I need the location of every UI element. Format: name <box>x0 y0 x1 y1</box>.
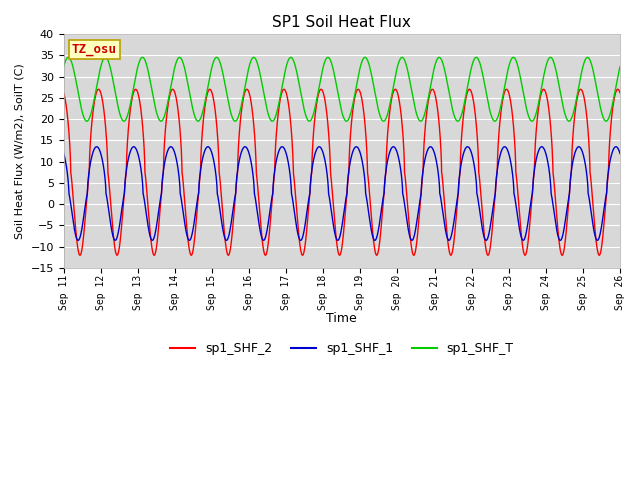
sp1_SHF_2 <box>215 165 223 170</box>
sp1_SHF_1 <box>390 144 397 150</box>
sp1_SHF_1 <box>408 238 416 243</box>
sp1_SHF_T <box>60 64 67 70</box>
sp1_SHF_2 <box>616 90 624 96</box>
sp1_SHF_T <box>616 64 624 70</box>
sp1_SHF_T <box>616 64 624 70</box>
sp1_SHF_T <box>179 60 187 65</box>
sp1_SHF_2 <box>392 86 399 92</box>
sp1_SHF_T <box>406 79 414 84</box>
sp1_SHF_1 <box>396 163 404 169</box>
sp1_SHF_2 <box>406 231 414 237</box>
Line: sp1_SHF_2: sp1_SHF_2 <box>63 89 620 255</box>
sp1_SHF_1 <box>60 151 67 156</box>
Title: SP1 Soil Heat Flux: SP1 Soil Heat Flux <box>273 15 412 30</box>
sp1_SHF_2 <box>60 90 67 96</box>
sp1_SHF_2 <box>410 252 418 258</box>
Y-axis label: Soil Heat Flux (W/m2), SoilT (C): Soil Heat Flux (W/m2), SoilT (C) <box>15 63 25 239</box>
Legend: sp1_SHF_2, sp1_SHF_1, sp1_SHF_T: sp1_SHF_2, sp1_SHF_1, sp1_SHF_T <box>165 337 518 360</box>
sp1_SHF_T <box>563 117 571 123</box>
sp1_SHF_T <box>65 54 72 60</box>
sp1_SHF_1 <box>406 234 414 240</box>
sp1_SHF_2 <box>564 214 572 220</box>
sp1_SHF_2 <box>179 176 187 182</box>
sp1_SHF_1 <box>616 150 624 156</box>
Line: sp1_SHF_T: sp1_SHF_T <box>63 57 620 121</box>
sp1_SHF_T <box>215 57 223 63</box>
Text: TZ_osu: TZ_osu <box>72 43 117 56</box>
Line: sp1_SHF_1: sp1_SHF_1 <box>63 147 620 240</box>
sp1_SHF_T <box>396 56 404 62</box>
sp1_SHF_1 <box>564 203 572 208</box>
sp1_SHF_1 <box>215 201 223 206</box>
sp1_SHF_2 <box>396 104 404 110</box>
sp1_SHF_T <box>602 118 610 124</box>
sp1_SHF_2 <box>616 89 624 95</box>
X-axis label: Time: Time <box>326 312 357 325</box>
sp1_SHF_1 <box>616 151 624 156</box>
sp1_SHF_1 <box>179 207 187 213</box>
